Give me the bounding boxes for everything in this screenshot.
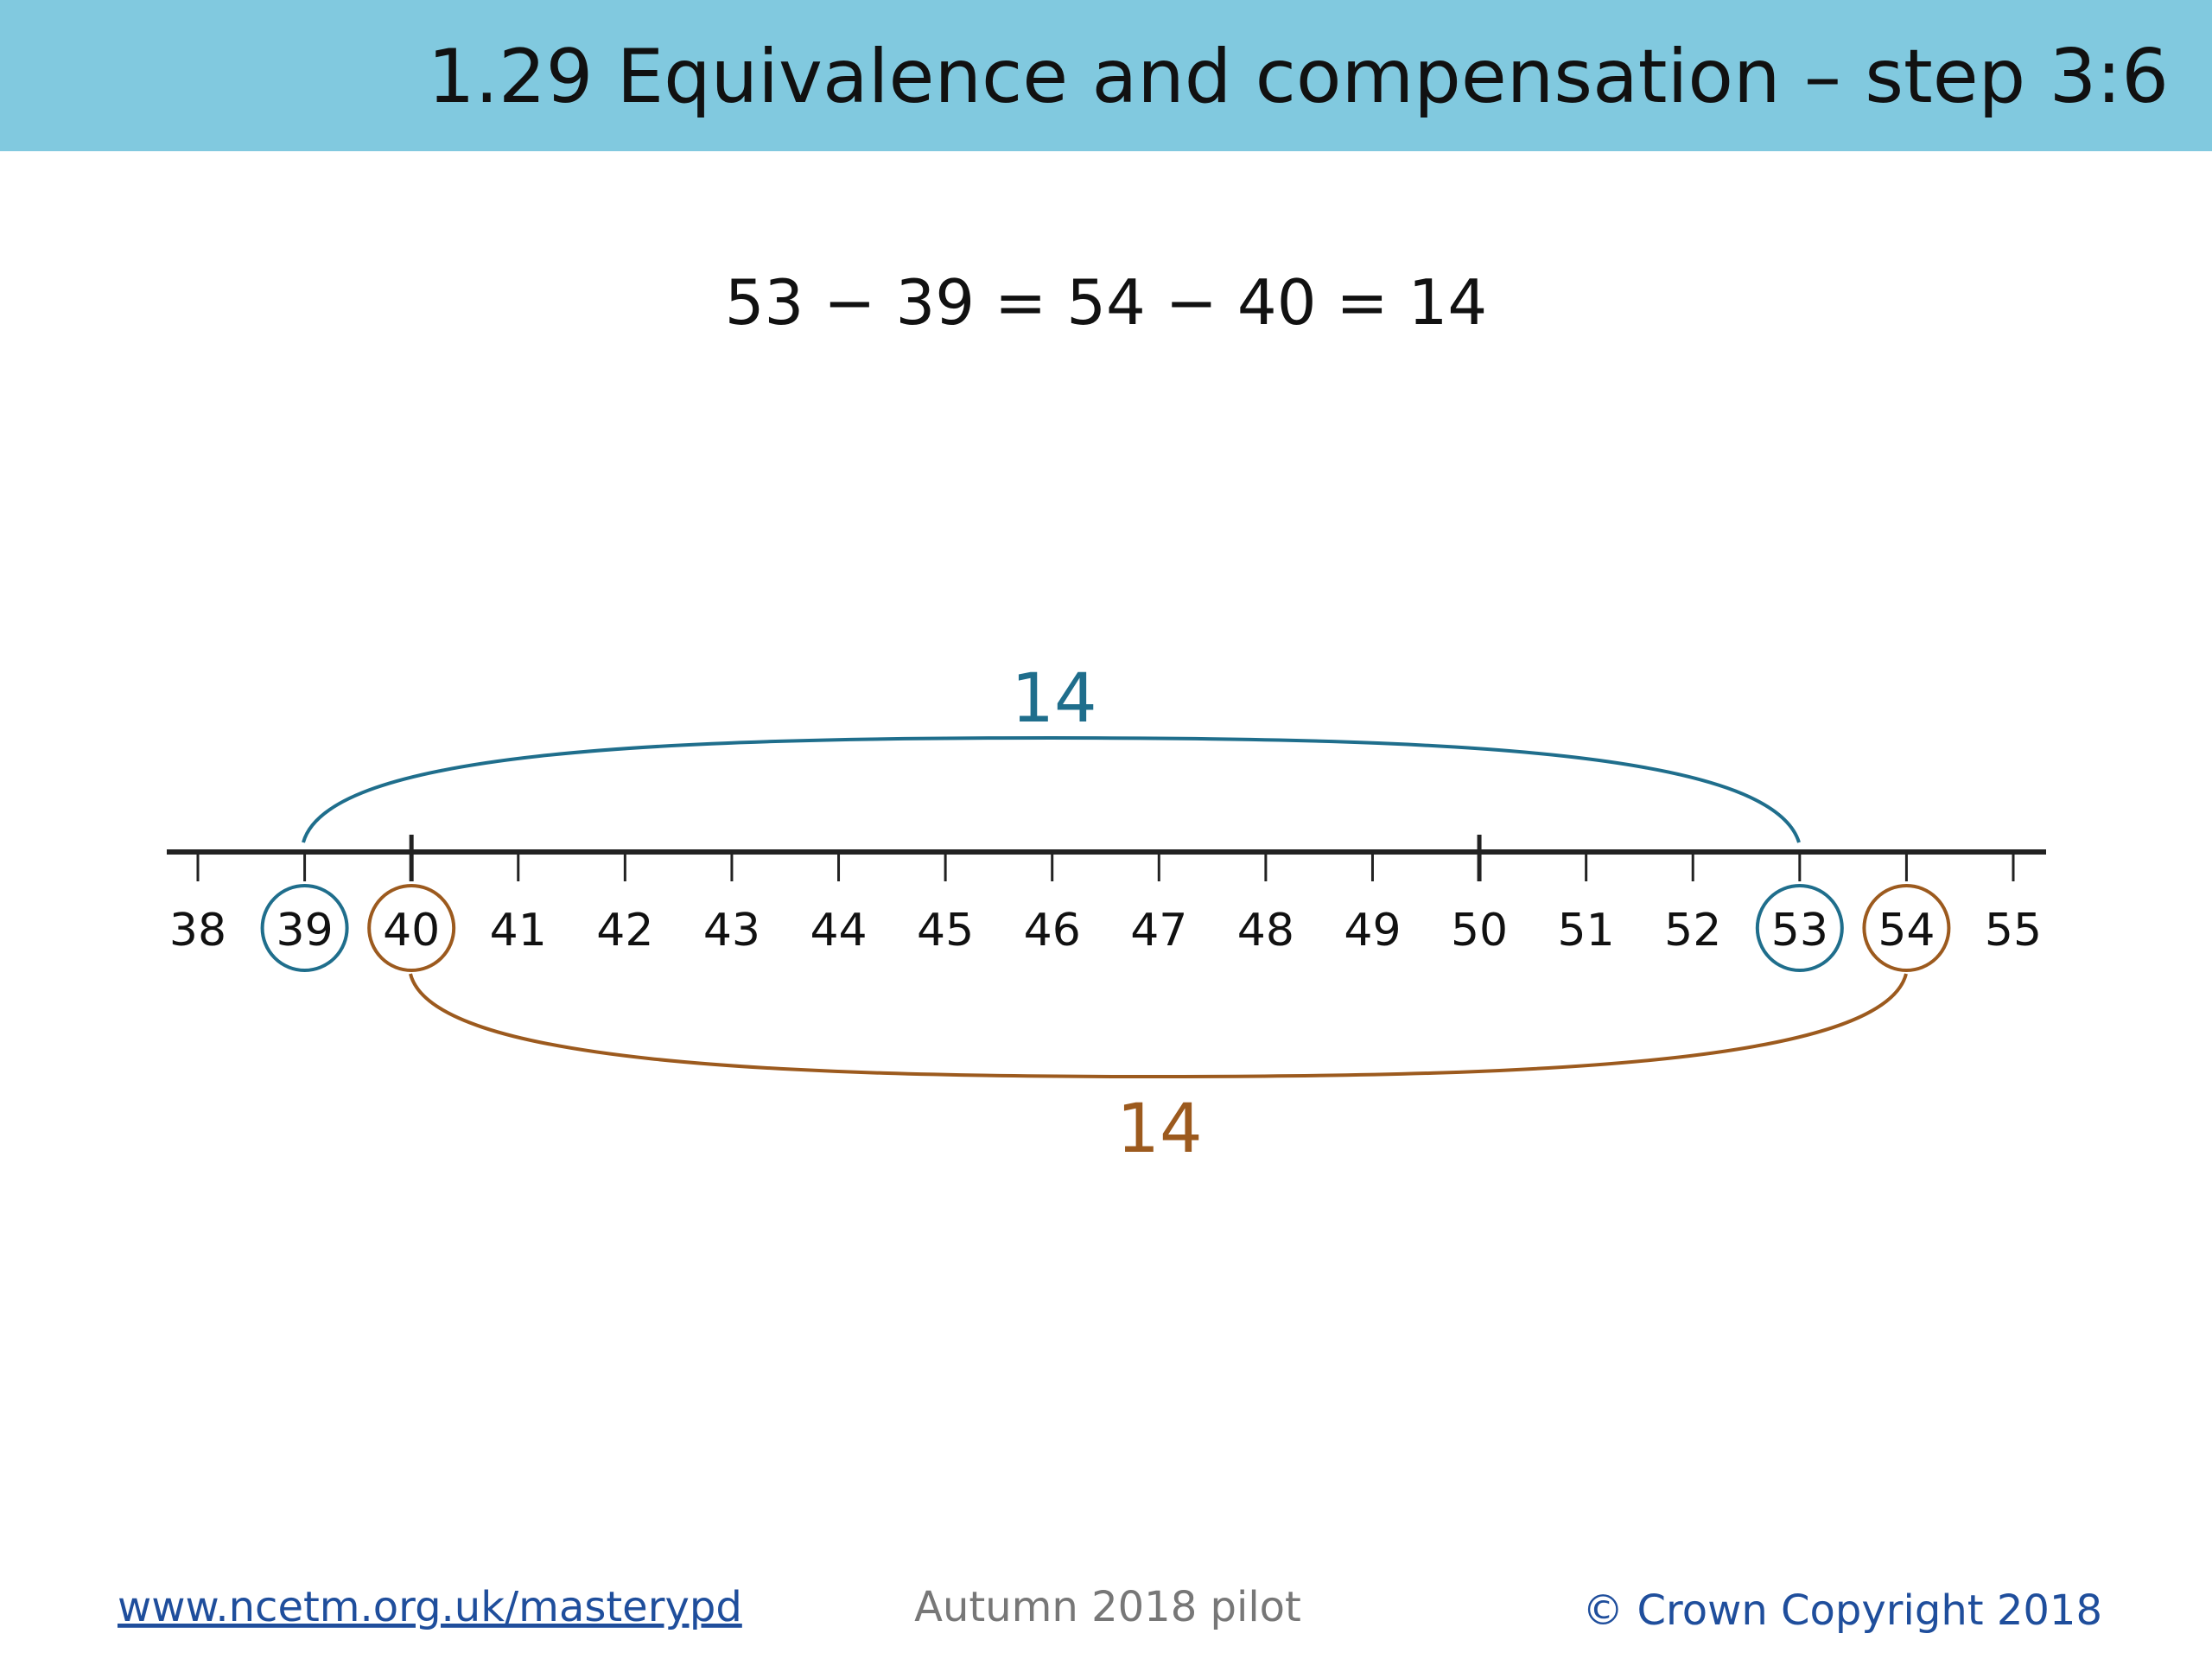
label-circle xyxy=(1755,884,1844,972)
bottom-arc xyxy=(409,973,1908,1079)
tick-label: 43 xyxy=(703,905,760,957)
tick-label: 42 xyxy=(596,905,653,957)
tick-label: 55 xyxy=(1985,905,2042,957)
tick-label: 39 xyxy=(276,905,334,957)
footer-copyright: © Crown Copyright 2018 xyxy=(1582,1586,2102,1635)
footer-center: Autumn 2018 pilot xyxy=(914,1583,1301,1631)
label-circle xyxy=(1862,884,1951,972)
tick-label: 47 xyxy=(1130,905,1187,957)
title: 1.29 Equivalence and compensation – step… xyxy=(428,34,2169,120)
tick-label: 49 xyxy=(1344,905,1401,957)
label-circle xyxy=(260,884,349,972)
tick-label: 50 xyxy=(1451,905,1508,957)
equation: 53 − 39 = 54 − 40 = 14 xyxy=(725,266,1488,339)
footer-link[interactable]: www.ncetm.org.uk/masterypd xyxy=(118,1583,742,1631)
top-arc-label: 14 xyxy=(1011,660,1096,738)
tick-label: 41 xyxy=(490,905,547,957)
label-circle xyxy=(367,884,456,972)
header-bar xyxy=(0,0,2212,151)
top-arc xyxy=(302,735,1801,843)
tick-label: 44 xyxy=(810,905,867,957)
tick-label: 52 xyxy=(1664,905,1721,957)
tick-label: 54 xyxy=(1878,905,1935,957)
tick-label: 46 xyxy=(1024,905,1081,957)
tick-label: 38 xyxy=(169,905,226,957)
tick-label: 45 xyxy=(917,905,974,957)
tick-label: 40 xyxy=(383,905,440,957)
number-line-group: 38 39 40 41 42 43 44 45 46 47 48 49 50 51 52 53 54 55 xyxy=(169,835,2042,972)
tick-label: 53 xyxy=(1771,905,1828,957)
tick-label: 48 xyxy=(1237,905,1294,957)
bottom-arc-label: 14 xyxy=(1116,1090,1202,1168)
tick-label: 51 xyxy=(1558,905,1615,957)
